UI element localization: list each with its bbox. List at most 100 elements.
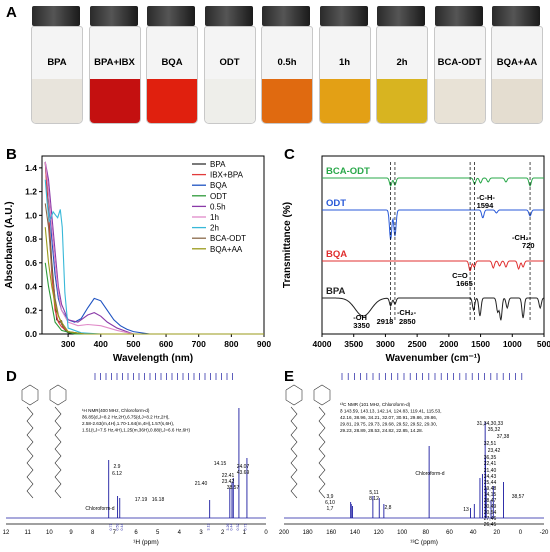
- vial-0: BPA: [30, 6, 83, 124]
- integral-value: 0.71: [244, 524, 248, 531]
- ring-left: [21, 384, 39, 406]
- legend-label: 2h: [210, 224, 219, 233]
- peak-label: 38,57: [512, 494, 525, 500]
- x-tick-label: 6: [134, 530, 138, 536]
- series-label: BQA: [326, 249, 347, 260]
- x-tick-label: 800: [224, 339, 238, 349]
- peak-annotation: 1594: [477, 201, 495, 210]
- y-axis-label: Transmittance (%): [282, 202, 293, 288]
- vial-photo: BPA BPA+IBX BQA ODT 0.5h 1h 2h BCA-ODT BQA+AA: [30, 6, 545, 128]
- vial-liquid: [89, 79, 140, 123]
- peak-label: Chloroform-d: [85, 506, 114, 512]
- vial-5: 1h: [318, 6, 371, 124]
- series-line: [44, 161, 134, 335]
- peak-label: 27,46: [484, 516, 497, 522]
- peak-label: 20,54: [484, 510, 497, 516]
- x-tick-label: 10: [46, 530, 53, 536]
- x-tick-label: 2: [221, 530, 225, 536]
- y-tick-label: 0.6: [25, 258, 37, 268]
- peak-annotation: C=O: [452, 271, 468, 280]
- peak-label: 24.07: [237, 464, 250, 470]
- y-tick-label: 0.2: [25, 305, 37, 315]
- h-nmr-spectrum: 12 11 10 9 8 7 6 5 4 3 2 1 0¹H (ppm)¹H NMR(400 MHz, …: [3, 373, 268, 546]
- vial-1: BPA+IBX: [88, 6, 141, 124]
- x-tick-label: 60: [446, 530, 453, 536]
- x-tick-label: 9: [69, 530, 73, 536]
- x-tick-label: 160: [326, 530, 337, 536]
- x-axis-label: ¹H (ppm): [133, 539, 159, 546]
- panel-label-a: A: [6, 4, 17, 21]
- alkyl-chain-right: [54, 406, 62, 499]
- vial-liquid: [434, 79, 485, 123]
- x-axis-label: ¹³C (ppm): [410, 539, 438, 546]
- peak-label: 14.15: [214, 461, 227, 467]
- peak-label: 2.9: [114, 464, 121, 470]
- x-tick-label: 900: [257, 339, 271, 349]
- vial-glass: BQA+AA: [491, 26, 543, 124]
- integral-value: 3.26: [226, 524, 230, 531]
- peak-label: 13: [463, 507, 469, 513]
- nmr-description: 29.23, 28.89, 28.53, 24.82, 22.85, 14.28…: [340, 428, 423, 433]
- vial-cap: [89, 6, 138, 26]
- peak-label: 35,32: [488, 427, 501, 433]
- x-tick-label: 300: [61, 339, 75, 349]
- peak-label: 43.69: [237, 470, 250, 476]
- vial-liquid: [492, 79, 542, 123]
- legend-label: ODT: [210, 192, 227, 201]
- vial-cap: [492, 6, 540, 26]
- peak-annotation: -OH: [353, 313, 367, 322]
- peak-label: 17.19: [135, 497, 148, 503]
- vial-glass: ODT: [203, 26, 256, 124]
- series-line: [44, 227, 264, 335]
- ring-right: [49, 384, 67, 406]
- integral-value: 0.44: [229, 524, 233, 531]
- peak-label: 37,38: [497, 434, 510, 440]
- y-tick-label: 1.2: [25, 187, 37, 197]
- integral-value: 0.53: [116, 524, 120, 531]
- x-tick-label: 700: [192, 339, 206, 349]
- vial-liquid: [147, 79, 197, 123]
- peak-annotation: -CH₂-: [512, 233, 532, 242]
- peak-label: 2,8: [385, 505, 392, 511]
- y-axis-label: Absorbance (A.U.): [4, 201, 15, 288]
- panel-label-b: B: [6, 146, 17, 163]
- peak-annotation: 3350: [353, 321, 370, 330]
- peak-label: 31,34,30,33: [477, 421, 504, 427]
- peak-label: 22.41: [222, 473, 235, 479]
- vial-label: 1h: [338, 57, 351, 68]
- x-tick-label: 40: [470, 530, 477, 536]
- peak-label: 21.40: [195, 481, 208, 487]
- x-tick-label: 400: [94, 339, 108, 349]
- alkyl-chain-right: [318, 406, 326, 499]
- peak-label: 32,51: [484, 441, 497, 447]
- vial-label: ODT: [219, 57, 240, 68]
- nmr-description: δ 143.59, 143.13, 142.14, 124.83, 119.41…: [340, 409, 442, 414]
- x-axis-label: Wavenumber (cm⁻¹): [386, 353, 481, 364]
- peak-label: 1,7: [327, 506, 334, 512]
- x-axis-label: Wavelength (nm): [113, 353, 193, 364]
- x-tick-label: 4: [178, 530, 182, 536]
- peak-annotation: 1665: [456, 279, 473, 288]
- peak-label: 28,47: [484, 498, 497, 504]
- x-tick-label: 5: [156, 530, 160, 536]
- series-line: [322, 177, 544, 188]
- nmr-description: 1.51(t,J=7.5 Hz,4H),1.25(m,36H),0.88(t,J…: [82, 428, 190, 433]
- x-tick-label: 1: [243, 530, 247, 536]
- series-line: [322, 260, 544, 272]
- peak-label: 24,43: [484, 474, 497, 480]
- x-tick-label: 8: [91, 530, 95, 536]
- molecule-structure: [21, 384, 67, 499]
- peak-annotation: 2850: [399, 317, 416, 326]
- peak-label: Chloroform-d: [415, 471, 444, 477]
- peak-label: 14,15: [484, 492, 497, 498]
- peak-label: 8,12: [369, 496, 379, 502]
- vial-liquid: [319, 79, 370, 123]
- legend-label: BPA: [210, 160, 226, 169]
- x-tick-label: 3: [199, 530, 203, 536]
- nmr-description: ¹³C NMR (101 MHz, Chloroform-d): [340, 402, 411, 407]
- series-line: [322, 209, 544, 240]
- vial-4: 0.5h: [260, 6, 313, 124]
- vial-8: BQA+AA: [490, 6, 543, 124]
- ring-left: [285, 384, 303, 406]
- series-line: [44, 203, 264, 335]
